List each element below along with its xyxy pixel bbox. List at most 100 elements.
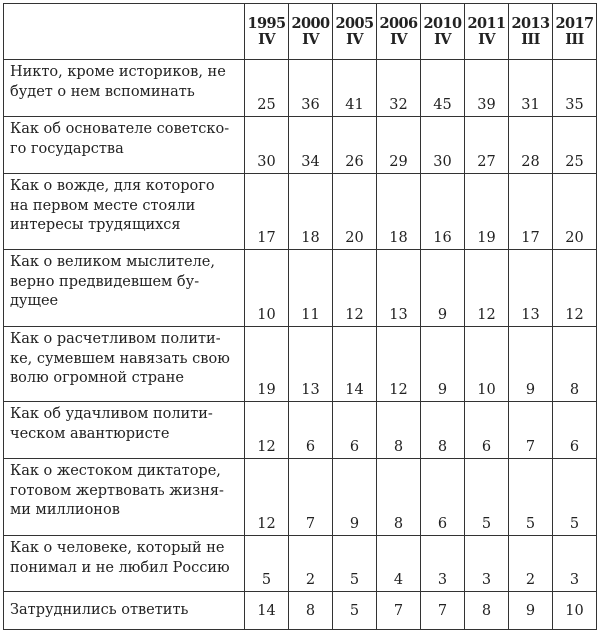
value-cell: 14 — [332, 326, 377, 402]
value-cell: 14 — [244, 591, 289, 630]
value-cell: 8 — [464, 591, 509, 630]
value-cell: 3 — [420, 535, 465, 592]
value-cell: 8 — [420, 401, 465, 459]
value-cell: 5 — [332, 535, 377, 592]
value-cell: 13 — [376, 249, 421, 327]
column-year: 2010 — [423, 14, 463, 32]
value-cell: 18 — [288, 173, 333, 250]
column-quarter: IV — [390, 30, 407, 48]
value-cell: 3 — [464, 535, 509, 592]
column-header: 2017 III — [552, 3, 597, 60]
column-quarter: IV — [434, 30, 451, 48]
value-cell: 12 — [376, 326, 421, 402]
value-cell: 26 — [332, 116, 377, 174]
value-cell: 6 — [420, 458, 465, 536]
corner-cell — [3, 3, 245, 60]
value-cell: 9 — [420, 249, 465, 327]
value-cell: 16 — [420, 173, 465, 250]
column-header: 2013 III — [508, 3, 553, 60]
column-year: 2005 — [335, 14, 375, 32]
table-row: Затруднились ответить 14 8 5 7 7 8 9 10 — [3, 591, 597, 630]
value-cell: 12 — [244, 401, 289, 459]
value-cell: 31 — [508, 59, 553, 117]
value-cell: 36 — [288, 59, 333, 117]
column-header: 1995 IV — [244, 3, 289, 60]
value-cell: 12 — [464, 249, 509, 327]
value-cell: 32 — [376, 59, 421, 117]
column-quarter: IV — [302, 30, 319, 48]
column-year: 1995 — [247, 14, 287, 32]
row-label: Как о человеке, который не понимал и не … — [3, 535, 245, 592]
column-year: 2006 — [379, 14, 419, 32]
value-cell: 8 — [288, 591, 333, 630]
value-cell: 25 — [244, 59, 289, 117]
table-row: Как об основателе советско- го государст… — [3, 116, 597, 174]
row-label: Как о великом мыслителе, верно предвидев… — [3, 249, 245, 327]
table-row: Как о жестоком диктаторе, готовом жертво… — [3, 458, 597, 536]
column-year: 2017 — [555, 14, 595, 32]
value-cell: 19 — [464, 173, 509, 250]
value-cell: 9 — [332, 458, 377, 536]
value-cell: 25 — [552, 116, 597, 174]
value-cell: 5 — [552, 458, 597, 536]
column-header: 2000 IV — [288, 3, 333, 60]
value-cell: 30 — [420, 116, 465, 174]
value-cell: 5 — [244, 535, 289, 592]
column-quarter: III — [565, 30, 584, 48]
table-row: Как о человеке, который не понимал и не … — [3, 535, 597, 592]
value-cell: 8 — [376, 401, 421, 459]
column-header: 2006 IV — [376, 3, 421, 60]
value-cell: 13 — [288, 326, 333, 402]
value-cell: 9 — [508, 591, 553, 630]
value-cell: 12 — [244, 458, 289, 536]
value-cell: 7 — [508, 401, 553, 459]
value-cell: 20 — [332, 173, 377, 250]
row-label: Как об удачливом полити- ческом авантюри… — [3, 401, 245, 459]
survey-table: 1995 IV 2000 IV 2005 IV 2006 IV 2010 IV 2011 IV 2013… — [3, 3, 597, 630]
value-cell: 9 — [420, 326, 465, 402]
table-row: Как о великом мыслителе, верно предвидев… — [3, 249, 597, 327]
value-cell: 2 — [288, 535, 333, 592]
value-cell: 39 — [464, 59, 509, 117]
row-label: Как об основателе советско- го государст… — [3, 116, 245, 174]
value-cell: 29 — [376, 116, 421, 174]
column-year: 2011 — [467, 14, 507, 32]
value-cell: 10 — [552, 591, 597, 630]
value-cell: 6 — [332, 401, 377, 459]
value-cell: 12 — [552, 249, 597, 327]
column-header: 2011 IV — [464, 3, 509, 60]
value-cell: 35 — [552, 59, 597, 117]
table-row: Никто, кроме историков, не будет о нем в… — [3, 59, 597, 117]
value-cell: 5 — [508, 458, 553, 536]
row-label: Как о жестоком диктаторе, готовом жертво… — [3, 458, 245, 536]
header-row: 1995 IV 2000 IV 2005 IV 2006 IV 2010 IV 2011 IV 2013… — [3, 3, 597, 60]
value-cell: 9 — [508, 326, 553, 402]
value-cell: 13 — [508, 249, 553, 327]
column-header: 2005 IV — [332, 3, 377, 60]
value-cell: 7 — [376, 591, 421, 630]
value-cell: 3 — [552, 535, 597, 592]
value-cell: 28 — [508, 116, 553, 174]
column-year: 2013 — [511, 14, 551, 32]
value-cell: 34 — [288, 116, 333, 174]
value-cell: 7 — [420, 591, 465, 630]
value-cell: 6 — [464, 401, 509, 459]
value-cell: 19 — [244, 326, 289, 402]
value-cell: 41 — [332, 59, 377, 117]
value-cell: 10 — [244, 249, 289, 327]
value-cell: 18 — [376, 173, 421, 250]
value-cell: 45 — [420, 59, 465, 117]
column-quarter: III — [521, 30, 540, 48]
value-cell: 5 — [332, 591, 377, 630]
value-cell: 17 — [244, 173, 289, 250]
column-quarter: IV — [346, 30, 363, 48]
row-label: Как о расчетливом полити- ке, сумевшем н… — [3, 326, 245, 402]
value-cell: 6 — [288, 401, 333, 459]
value-cell: 27 — [464, 116, 509, 174]
value-cell: 7 — [288, 458, 333, 536]
table-row: Как о расчетливом полити- ке, сумевшем н… — [3, 326, 597, 402]
row-label: Как о вожде, для которого на первом мест… — [3, 173, 245, 250]
column-quarter: IV — [258, 30, 275, 48]
row-label: Никто, кроме историков, не будет о нем в… — [3, 59, 245, 117]
column-quarter: IV — [478, 30, 495, 48]
